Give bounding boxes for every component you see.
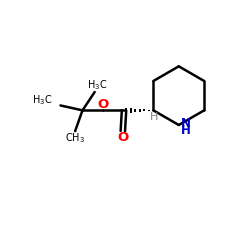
Text: O: O [98,98,109,111]
Text: N: N [180,116,190,130]
Text: H$_3$C: H$_3$C [32,93,52,107]
Text: H: H [181,124,190,137]
Text: CH$_3$: CH$_3$ [65,131,85,145]
Text: H$_3$C: H$_3$C [87,78,107,92]
Text: H: H [150,112,158,122]
Text: O: O [117,131,128,144]
